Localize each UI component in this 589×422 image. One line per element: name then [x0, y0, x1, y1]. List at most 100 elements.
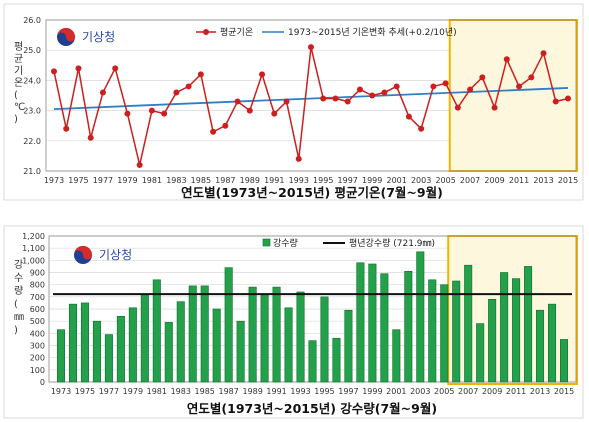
- precipitation-y-axis-label: 강 수 량(㎜): [14, 259, 24, 336]
- precipitation-x-tick-label: 1993: [290, 387, 310, 396]
- temperature-point-2001: [393, 83, 400, 90]
- precipitation-x-tick-label: 1999: [362, 387, 382, 396]
- precipitation-bar-1989: [248, 286, 257, 383]
- temperature-point-1984: [185, 83, 192, 90]
- precipitation-x-tick-label: 1977: [99, 387, 119, 396]
- precipitation-x-tick-label: 2011: [506, 387, 526, 396]
- precipitation-bar-1986: [212, 308, 221, 383]
- precipitation-bar-1977: [104, 334, 113, 383]
- precipitation-bar-2004: [428, 279, 437, 383]
- precipitation-x-tick-label: 1979: [123, 387, 143, 396]
- temperature-x-tick-label: 1985: [191, 176, 211, 185]
- precipitation-x-tick-label: 1987: [218, 387, 238, 396]
- temperature-x-tick-label: 2009: [484, 176, 504, 185]
- temperature-point-1975: [75, 65, 82, 72]
- precipitation-y-tick-label: 1,100: [22, 244, 45, 253]
- precipitation-x-tick-label: 1985: [195, 387, 215, 396]
- temperature-highlight-box: [448, 19, 578, 172]
- government-emblem-icon: [74, 246, 92, 264]
- precipitation-bar-1994: [308, 340, 317, 383]
- precipitation-x-tick-label: 1995: [314, 387, 334, 396]
- temperature-point-1976: [87, 134, 94, 141]
- precipitation-bar-1990: [260, 294, 269, 383]
- precipitation-bar-1997: [344, 309, 353, 383]
- temperature-y-tick-label: 23.0: [23, 107, 41, 116]
- legend-trend-label: 1973~2015년 기온변화 추세(+0.2/10년): [288, 27, 457, 38]
- temperature-y-tick-label: 25.0: [23, 46, 41, 55]
- precipitation-bar-2005: [440, 284, 449, 383]
- precipitation-y-tick-label: 300: [30, 342, 45, 351]
- temperature-x-tick-label: 2001: [386, 176, 406, 185]
- temperature-x-tick-label: 1979: [117, 176, 137, 185]
- precipitation-bar-1987: [224, 267, 233, 383]
- temperature-point-1990: [259, 71, 266, 78]
- precipitation-x-tick-label: 2015: [554, 387, 574, 396]
- precipitation-bar-2010: [500, 272, 509, 383]
- temperature-point-1985: [197, 71, 204, 78]
- temperature-point-1980: [136, 161, 143, 168]
- temperature-legend: 평균기온 1973~2015년 기온변화 추세(+0.2/10년): [196, 27, 457, 38]
- temperature-point-1999: [369, 92, 376, 99]
- temperature-point-1988: [234, 98, 241, 105]
- temperature-x-tick-label: 2015: [558, 176, 578, 185]
- precipitation-bar-1998: [356, 262, 365, 383]
- temperature-point-1977: [99, 89, 106, 96]
- precipitation-logo: 기상청: [74, 246, 132, 264]
- precipitation-y-tick-label: 500: [30, 317, 45, 326]
- precipitation-y-tick-label: 200: [30, 354, 45, 363]
- temperature-point-2013: [540, 50, 547, 57]
- precipitation-bar-2006: [452, 280, 461, 383]
- temperature-point-2000: [381, 89, 388, 96]
- precipitation-bar-2014: [548, 303, 557, 383]
- temperature-logo: 기상청: [57, 28, 115, 46]
- precipitation-bar-1980: [140, 294, 149, 383]
- temperature-point-1986: [210, 128, 217, 135]
- temperature-x-tick-label: 2003: [411, 176, 431, 185]
- logo-text: 기상청: [99, 248, 132, 262]
- temperature-point-2012: [528, 74, 535, 81]
- precipitation-caption: 연도별(1973년~2015년) 강수량(7월~9월): [187, 401, 437, 416]
- legend-temperature-label: 평균기온: [220, 27, 253, 38]
- precipitation-bar-1975: [80, 302, 89, 383]
- temperature-x-tick-label: 2007: [460, 176, 480, 185]
- precipitation-x-tick-label: 1975: [75, 387, 95, 396]
- temperature-point-1987: [222, 122, 229, 129]
- precipitation-bar-1979: [128, 307, 137, 383]
- precipitation-bar-2000: [380, 273, 389, 383]
- precipitation-x-tick-label: 2013: [530, 387, 550, 396]
- precipitation-y-tick-label: 400: [30, 329, 45, 338]
- precipitation-bar-1999: [368, 263, 377, 383]
- temperature-caption: 연도별(1973년~2015년) 평균기온(7월~9월): [181, 185, 443, 200]
- temperature-point-1978: [112, 65, 119, 72]
- temperature-x-tick-label: 1991: [264, 176, 284, 185]
- temperature-x-tick-label: 1981: [142, 176, 162, 185]
- temperature-x-tick-label: 1997: [338, 176, 358, 185]
- temperature-point-1983: [173, 89, 180, 96]
- temperature-point-1993: [295, 155, 302, 162]
- precipitation-bar-1993: [296, 291, 305, 383]
- temperature-point-2006: [454, 104, 461, 111]
- legend-temperature-swatch-dot: [203, 29, 209, 35]
- legend-precipitation-label: 강수량: [273, 237, 298, 249]
- precipitation-x-tick-label: 1989: [242, 387, 262, 396]
- temperature-point-2014: [552, 98, 559, 105]
- temperature-point-2008: [479, 74, 486, 81]
- temperature-y-tick-label: 21.0: [23, 167, 41, 176]
- temperature-point-1982: [161, 110, 168, 117]
- temperature-point-2005: [442, 80, 449, 87]
- precipitation-bar-1988: [236, 320, 245, 383]
- precipitation-x-tick-label: 2005: [434, 387, 454, 396]
- temperature-x-tick-label: 1977: [93, 176, 113, 185]
- precipitation-bar-1976: [92, 320, 101, 383]
- precipitation-bar-1984: [188, 285, 197, 383]
- temperature-x-tick-label: 1973: [44, 176, 64, 185]
- temperature-x-tick-label: 1999: [362, 176, 382, 185]
- precipitation-y-tick-label: 600: [30, 305, 45, 314]
- precipitation-x-tick-label: 1991: [266, 387, 286, 396]
- precipitation-y-tick-label: 0: [40, 378, 45, 387]
- temperature-x-tick-label: 2005: [435, 176, 455, 185]
- temperature-x-tick-label: 1987: [215, 176, 235, 185]
- temperature-point-1974: [63, 125, 70, 132]
- precipitation-chart: 0 100 200 300 400 500 600 700 800 900 1,000 1,100 1,…: [3, 225, 584, 419]
- precipitation-bar-2015: [559, 339, 569, 383]
